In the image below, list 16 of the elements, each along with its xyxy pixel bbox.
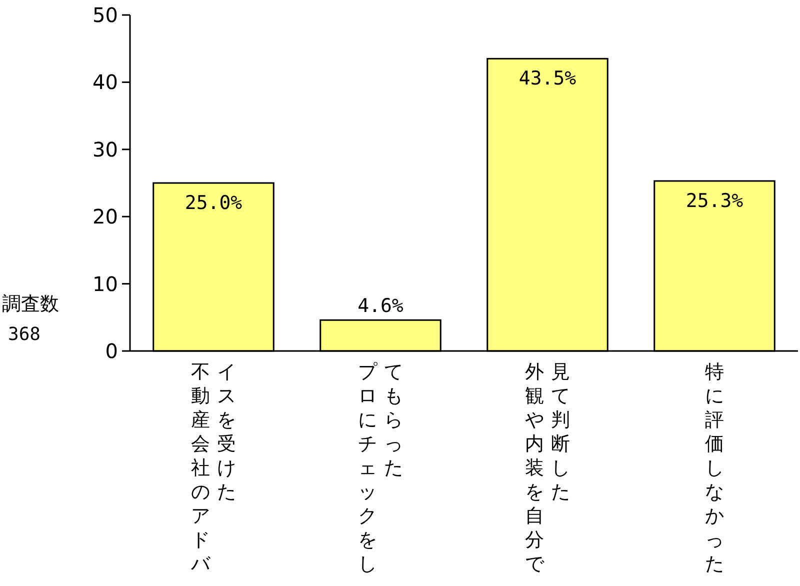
- category-label: 不動産会社のアドバイスを受けた: [191, 361, 236, 575]
- category-label: 外観や内装を自分で見て判断した: [525, 361, 570, 575]
- y-tick-label: 50: [92, 3, 118, 27]
- text: 368: [8, 324, 41, 345]
- data-label: 4.6%: [358, 295, 404, 318]
- category-label: プロにチェックをしてもらった: [358, 361, 403, 575]
- y-tick-label: 20: [92, 204, 118, 229]
- y-axis-title: 調査数: [2, 293, 59, 315]
- y-tick-label: 40: [92, 70, 118, 94]
- data-label: 25.0%: [184, 192, 243, 214]
- y-tick-label: 30: [92, 137, 118, 162]
- data-label: 43.5%: [518, 68, 577, 90]
- data-label: 25.3%: [686, 190, 744, 212]
- y-tick-label: 0: [105, 339, 118, 363]
- category-label: 特に評価しなかった: [705, 361, 724, 575]
- y-tick-label: 10: [92, 272, 118, 296]
